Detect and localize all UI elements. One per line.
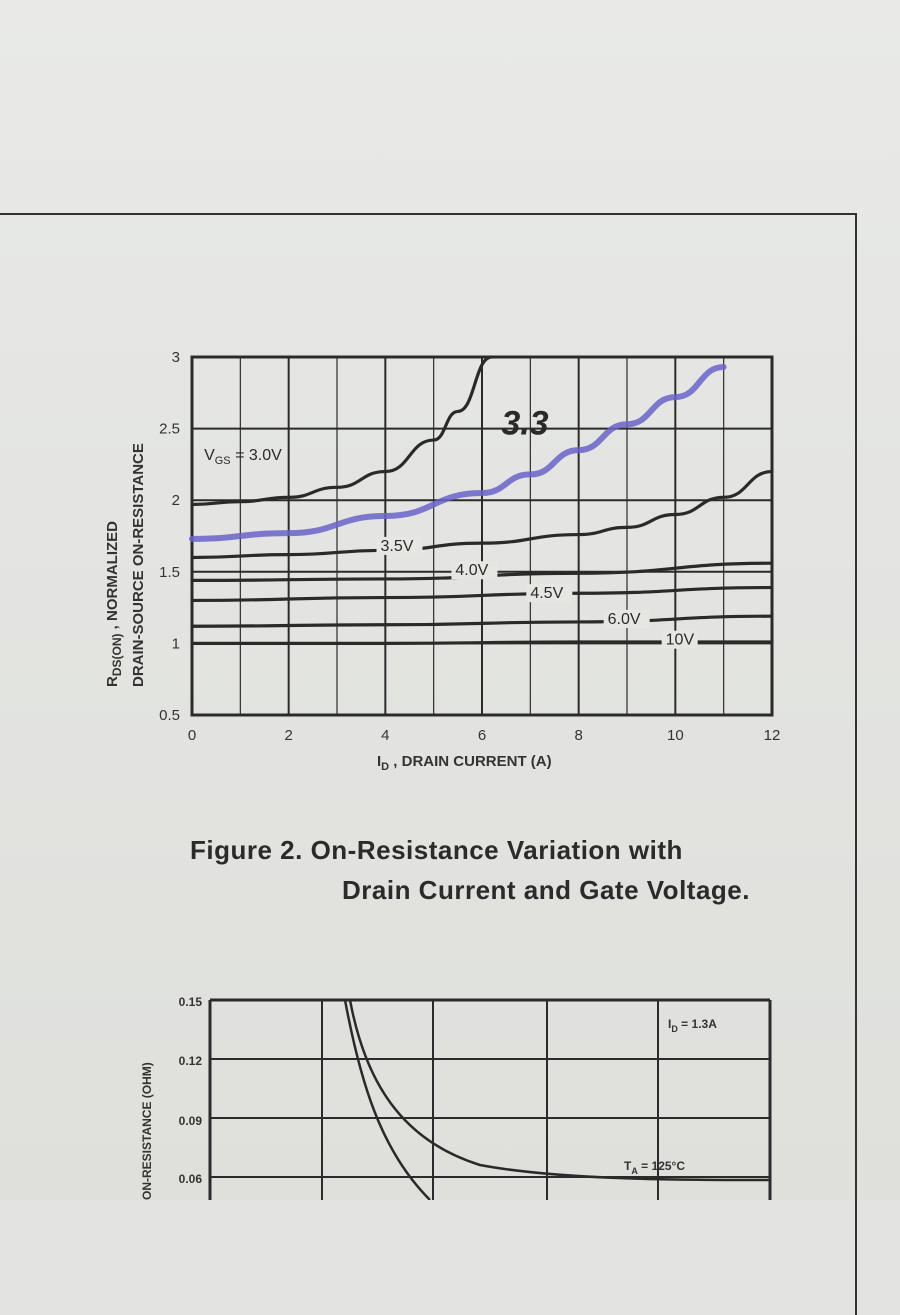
- series-line-vgs-0: [190, 355, 494, 507]
- chart2-curves: [343, 999, 771, 1200]
- chart-tick-labels: 0 2 4 6 8 10 12 0.5 1 1.5 2 2.5 3: [159, 349, 780, 744]
- series-line-vgs-4: [190, 614, 774, 628]
- curve-label-4.5V: 4.5V: [530, 585, 563, 602]
- curve-label-6.0V: 6.0V: [608, 611, 641, 628]
- curve-label-4.0V: 4.0V: [455, 562, 488, 579]
- chart-curve-labels: 3.5V 4.0V 4.5V 6.0V 10V VGS = 3.0V: [204, 447, 698, 649]
- chart2-curve-25c: [343, 999, 431, 1200]
- curve-label-10V: 10V: [666, 632, 695, 649]
- chart-series-group: [189, 355, 774, 646]
- figure-caption: Figure 2. On-Resistance Variation with D…: [190, 830, 810, 910]
- curve-label-bg: [376, 536, 423, 555]
- x-tick-label: 10: [667, 727, 684, 744]
- x-axis-title: ID , DRAIN CURRENT (A): [377, 753, 552, 773]
- y-tick-label: 0.5: [159, 707, 180, 724]
- y-tick-label: 1: [172, 635, 180, 652]
- x-tick-label: 6: [478, 727, 486, 744]
- figure-frame: [0, 213, 857, 1315]
- chart2-grid: [208, 998, 772, 1200]
- caption-line1: Figure 2. On-Resistance Variation with: [190, 835, 683, 865]
- series-line-vgs-1: [190, 469, 774, 560]
- series-line-vgs-3: [190, 585, 774, 603]
- handwritten-3.3-label: 3.3: [501, 404, 548, 442]
- y-tick-label: 1.5: [159, 564, 180, 581]
- y-tick-label: 2.5: [159, 421, 180, 438]
- x-tick-label: 2: [284, 727, 292, 744]
- chart2-y-tick-label: 0.12: [179, 1054, 203, 1068]
- y-tick-label: 2: [172, 492, 180, 509]
- y-tick-label: 3: [172, 349, 180, 366]
- x-tick-label: 8: [574, 727, 582, 744]
- curve-label-bg: [661, 630, 698, 649]
- x-tick-label: 0: [188, 727, 196, 744]
- curve-label-bg: [526, 584, 573, 603]
- chart-on-resistance-vs-drain-current: 0 2 4 6 8 10 12 0.5 1 1.5 2 2.5 3 3.5V 4.0V 4.5V 6.0V 10…: [104, 349, 780, 773]
- series-line-handwritten: [189, 364, 727, 542]
- chart2-y-tick-label: 0.09: [179, 1114, 203, 1128]
- chart2-y-tick-label: 0.15: [179, 995, 203, 1009]
- x-tick-label: 12: [764, 727, 781, 744]
- chart2-y-tick-label: 0.06: [179, 1172, 203, 1186]
- chart2-id-annotation: ID = 1.3A: [668, 1017, 717, 1034]
- chart-on-resistance-vs-gate-voltage: 0.15 0.12 0.09 0.06 ID = 1.3A TA = 125°C ON…: [140, 995, 772, 1200]
- chart2-ta-annotation: TA = 125°C: [624, 1159, 685, 1176]
- chart2-y-axis-title: ON-RESISTANCE (OHM): [140, 1062, 154, 1200]
- chart2-tick-labels: 0.15 0.12 0.09 0.06: [179, 995, 203, 1186]
- y-axis-title-line2: DRAIN-SOURCE ON-RESISTANCE: [130, 443, 147, 687]
- chart2-curve-125c: [348, 999, 771, 1182]
- curve-label-bg: [603, 609, 650, 628]
- x-tick-label: 4: [381, 727, 389, 744]
- curve-label-vgs-3.0v: VGS = 3.0V: [204, 447, 282, 467]
- caption-line2: Drain Current and Gate Voltage.: [342, 875, 750, 905]
- curve-label-bg: [451, 561, 498, 580]
- y-axis-title-line1: RDS(ON) , NORMALIZED: [104, 521, 124, 687]
- curve-label-3.5V: 3.5V: [381, 538, 414, 555]
